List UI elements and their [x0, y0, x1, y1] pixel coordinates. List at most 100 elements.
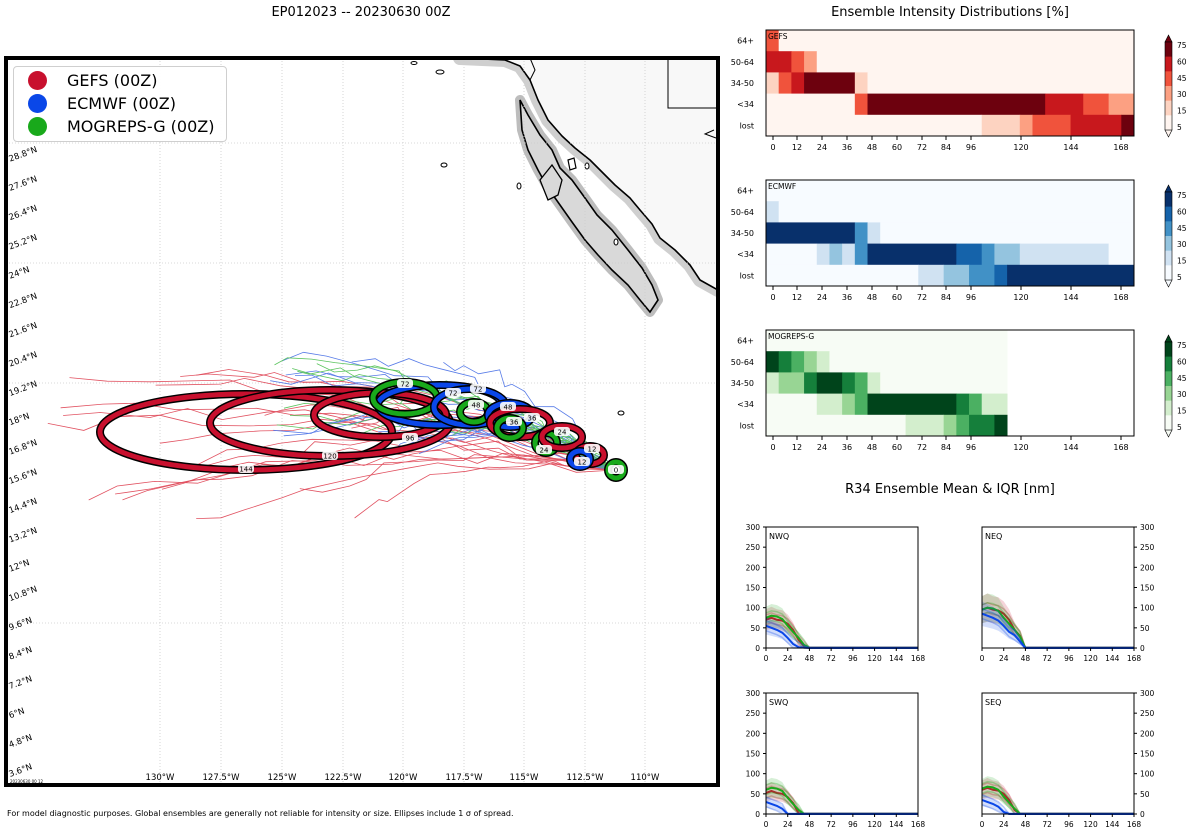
lon-label: 125°W [268, 773, 297, 783]
lat-label: 10.8°N [8, 585, 39, 605]
member-line [765, 610, 918, 649]
row-label: <34 [737, 100, 754, 109]
y-tick: 200 [1140, 729, 1155, 738]
y-tick: 250 [1140, 709, 1155, 718]
heat-cell [1070, 114, 1122, 137]
map-frame [4, 56, 720, 787]
lat-label: 13.2°N [8, 526, 39, 546]
hour-label: 48 [472, 402, 481, 410]
x-tick: 0 [770, 443, 775, 452]
y-tick: 100 [1140, 604, 1155, 613]
heat-cell [766, 372, 780, 394]
heat-cell [816, 243, 830, 266]
heat-cell [804, 51, 818, 73]
heat-cell [1032, 114, 1071, 137]
x-tick: 12 [792, 443, 802, 452]
x-tick: 48 [867, 143, 877, 152]
x-tick: 168 [1113, 443, 1128, 452]
colorbar-tick: 30 [1177, 390, 1187, 399]
iqr-band [766, 606, 918, 648]
heat-cell [867, 243, 957, 266]
longitude-labels: 130°W 127.5°W 125°W 122.5°W 120°W 117.5°W 115°… [146, 773, 660, 783]
panel-name: MOGREPS-G [768, 332, 814, 341]
colorbar-tick: 60 [1177, 207, 1187, 216]
heat-cell [969, 264, 995, 287]
hour-label-bg [402, 433, 418, 442]
hour-label-bg [536, 445, 552, 454]
heat-cell [766, 201, 780, 223]
colorbar-tick: 60 [1177, 57, 1187, 66]
hour-label: 0 [614, 467, 618, 475]
x-tick: 144 [889, 654, 904, 663]
legend-item-ecmwf: ECMWF (00Z) [28, 92, 176, 114]
intensity-panel-gefs: 64+ 50-64 34-50 <34 lost GEFS 0 12 24 36 48 60 72 84 9… [731, 29, 1187, 152]
lat-label: 25.2°N [8, 233, 39, 253]
x-tick: 48 [867, 443, 877, 452]
y-tick: 0 [1140, 810, 1145, 819]
heat-cell [1108, 93, 1135, 116]
hour-label: 96 [406, 435, 415, 443]
hour-label-bg [397, 379, 413, 388]
heat-cell [867, 393, 957, 416]
x-tick: 168 [1127, 654, 1142, 663]
y-tick: 200 [746, 563, 761, 572]
lat-label: 3.6°N [8, 762, 34, 780]
iqr-band [982, 593, 1134, 648]
colorbar-tick: 60 [1177, 357, 1187, 366]
hour-label-bg [500, 402, 516, 411]
x-tick: 96 [848, 820, 858, 829]
footer-note: For model diagnostic purposes. Global en… [7, 809, 514, 818]
x-tick: 36 [842, 143, 852, 152]
y-tick: 250 [746, 709, 761, 718]
y-tick: 100 [1140, 770, 1155, 779]
y-tick: 300 [1140, 689, 1155, 698]
iqr-band [982, 776, 1134, 814]
colorbar-tick: 5 [1177, 123, 1182, 132]
y-tick: 200 [1140, 563, 1155, 572]
x-tick: 48 [867, 293, 877, 302]
heat-cell [816, 372, 843, 394]
row-label: 64+ [737, 37, 754, 46]
hour-label: 72 [474, 386, 483, 394]
row-label: <34 [737, 250, 754, 259]
y-tick: 150 [746, 584, 761, 593]
heat-cell [766, 414, 906, 437]
intensity-panel-ecmwf: 64+ 50-64 34-50 <34 lost ECMWF 0 12 24 36 48 60 72 84… [731, 179, 1187, 302]
hour-label-bg [470, 384, 486, 393]
forecast-ellipse [539, 423, 585, 451]
heat-cell [943, 414, 957, 437]
x-tick: 0 [770, 143, 775, 152]
x-tick: 144 [1063, 443, 1078, 452]
legend-label: ECMWF (00Z) [67, 93, 176, 113]
x-tick: 144 [1105, 654, 1120, 663]
hour-label-bg [322, 451, 338, 460]
quadrant-label: NWQ [769, 532, 789, 541]
heat-cell [778, 72, 792, 94]
heat-cell [1045, 93, 1084, 116]
hour-label-bg [608, 465, 624, 474]
colorbar-tick: 45 [1177, 224, 1187, 233]
mogreps-marker [28, 116, 47, 136]
colorbar-tick: 45 [1177, 374, 1187, 383]
x-tick: 144 [1063, 293, 1078, 302]
forecast-ellipse [567, 448, 593, 470]
heat-cell [791, 351, 805, 373]
y-tick: 250 [746, 543, 761, 552]
x-tick: 72 [1042, 654, 1052, 663]
x-tick: 96 [966, 293, 976, 302]
heat-cell [778, 201, 1135, 223]
x-tick: 0 [980, 654, 985, 663]
x-tick: 36 [842, 443, 852, 452]
row-label: 34-50 [731, 79, 754, 88]
x-tick: 96 [966, 143, 976, 152]
heat-cell [969, 393, 983, 416]
lat-label: 21.6°N [8, 321, 39, 341]
hour-label: 36 [528, 415, 537, 423]
lon-label: 122.5°W [325, 773, 363, 783]
colorbar-tick: 75 [1177, 41, 1187, 50]
x-tick: 144 [1063, 143, 1078, 152]
lat-label: 27.6°N [8, 174, 39, 194]
colorbar-greens: 75 60 45 30 15 5 [1164, 334, 1187, 438]
x-tick: 84 [941, 143, 951, 152]
